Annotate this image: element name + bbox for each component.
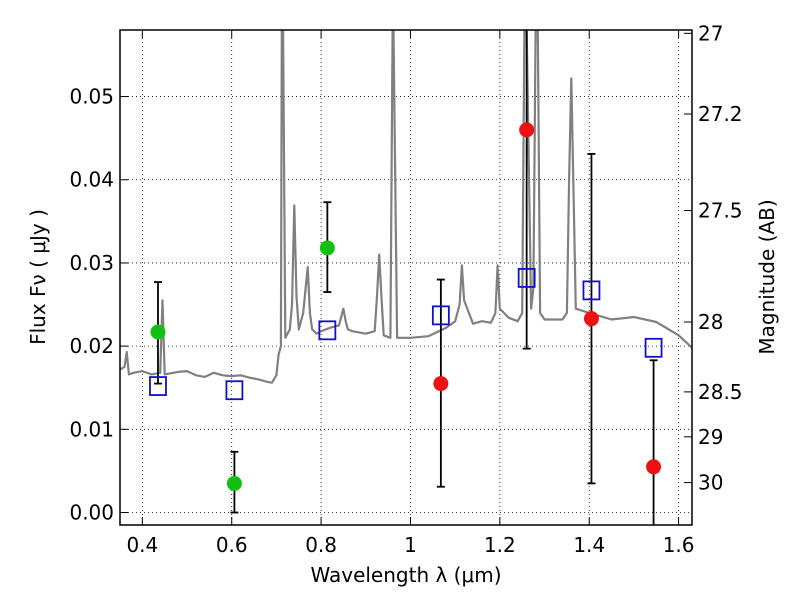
x-tick-label: 1.6 [663, 533, 695, 557]
model-photometry-square [431, 305, 450, 326]
red-data-point [433, 376, 449, 392]
y-right-tick-label: 28.5 [698, 380, 743, 404]
y-tick-label: 0.04 [69, 168, 114, 192]
y-right-tick-label: 28 [698, 310, 723, 334]
y-tick-label: 0.01 [69, 417, 114, 441]
model-photometry-square [225, 380, 244, 401]
x-tick-label: 1.4 [573, 533, 605, 557]
x-axis-label: Wavelength λ (μm) [310, 563, 501, 587]
y-tick-label: 0.00 [69, 501, 114, 525]
y-right-tick-label: 27.2 [698, 102, 743, 126]
y-axis-label: Flux Fν ( μJy ) [26, 209, 50, 345]
model-photometry-square [149, 376, 167, 396]
plot-frame [119, 29, 693, 526]
green-data-point [150, 324, 166, 340]
x-tick-label: 0.8 [305, 533, 337, 557]
y-right-tick-label: 27 [698, 21, 723, 45]
green-data-point [319, 240, 335, 256]
red-data-point [519, 122, 535, 138]
x-tick-label: 0.6 [216, 533, 248, 557]
model-photometry-square [318, 320, 337, 341]
y-right-tick-label: 27.5 [698, 199, 743, 223]
y-tick-label: 0.03 [69, 251, 114, 275]
x-tick-label: 1 [404, 533, 417, 557]
red-data-point [646, 459, 662, 475]
y-right-axis-label: Magnitude (AB) [755, 199, 779, 354]
ticks: 0.4 0.6 0.8 1 1.2 1.4 1.6 0.00 0.01 0.02 0.03 0.04 0… [69, 21, 742, 557]
y-tick-label: 0.05 [69, 85, 114, 109]
x-tick-label: 1.2 [484, 533, 516, 557]
y-tick-label: 0.02 [69, 334, 114, 358]
x-tick-label: 0.4 [126, 533, 158, 557]
plot-area [120, 30, 692, 525]
model-photometry-square [644, 337, 663, 358]
sed-model-line [120, 30, 692, 384]
red-data-point [583, 311, 599, 327]
y-right-tick-label: 30 [698, 471, 723, 495]
y-right-tick-label: 29 [698, 425, 723, 449]
model-photometry-square [517, 268, 536, 288]
green-data-point [226, 475, 242, 491]
grid [120, 30, 692, 525]
model-photometry-square [582, 280, 601, 301]
